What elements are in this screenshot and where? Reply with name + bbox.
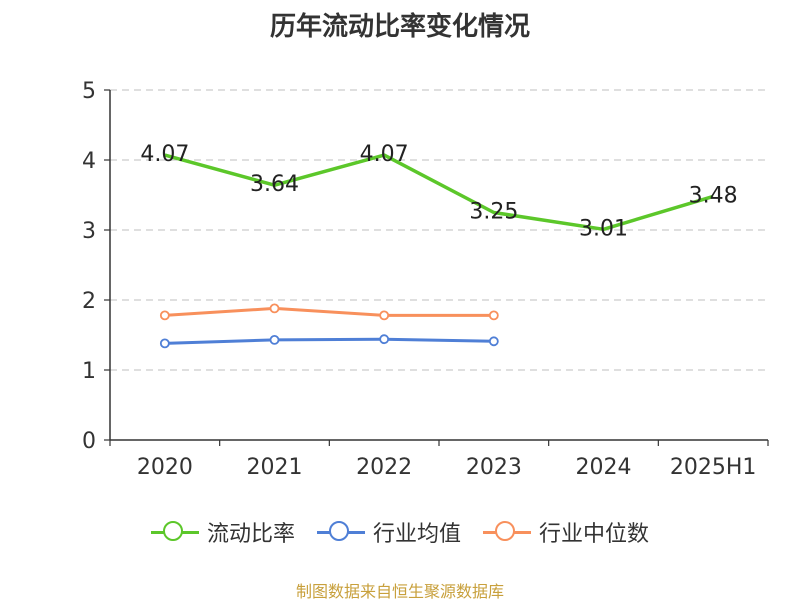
legend-label-industry-median: 行业中位数 (539, 522, 650, 547)
y-tick-label: 3 (82, 219, 96, 244)
data-label: 3.25 (469, 200, 518, 225)
data-label: 4.07 (360, 142, 409, 167)
x-tick-label: 2025H1 (670, 455, 757, 480)
data-point (379, 310, 390, 321)
legend-marker-industry-median (483, 520, 531, 544)
data-point (488, 310, 499, 321)
series-line-2 (164, 306, 494, 317)
y-tick-label: 4 (82, 149, 96, 174)
series-line-0 (164, 153, 714, 232)
data-label: 4.07 (140, 142, 189, 167)
x-tick-label: 2022 (356, 455, 412, 480)
legend-marker-industry-mean (316, 520, 365, 544)
x-tick-label: 2020 (137, 455, 193, 480)
data-source-note: 制图数据来自恒生聚源数据库 (295, 582, 504, 601)
line-chart: 0 1 2 3 4 5 2020 2021 2022 2023 2024 2025H1 4.07 3.64… (82, 79, 769, 480)
data-label: 3.01 (579, 216, 628, 241)
x-tick-label: 2023 (466, 455, 522, 480)
legend-marker-current-ratio (150, 520, 199, 544)
data-point (488, 336, 499, 347)
data-label: 3.64 (250, 172, 299, 197)
data-point (159, 310, 170, 321)
legend: 流动比率 行业均值 行业中位数 (0, 516, 800, 548)
series-line-1 (164, 337, 494, 345)
chart-title: 历年流动比率变化情况 (269, 12, 530, 42)
data-point (269, 334, 280, 345)
x-tick-label: 2024 (576, 455, 632, 480)
legend-label-current-ratio: 流动比率 (206, 522, 295, 547)
y-tick-label: 0 (82, 429, 96, 454)
x-tick-label: 2021 (247, 455, 303, 480)
data-label: 3.48 (689, 183, 738, 208)
y-tick-label: 2 (82, 289, 96, 314)
data-point (159, 338, 170, 349)
data-point (269, 303, 280, 314)
legend-item-industry-median[interactable]: 行业中位数 (483, 516, 649, 548)
y-tick-label: 1 (82, 359, 96, 384)
legend-item-industry-mean[interactable]: 行业均值 (316, 516, 461, 548)
legend-item-current-ratio[interactable]: 流动比率 (150, 516, 295, 548)
legend-label-industry-mean: 行业均值 (372, 522, 461, 547)
data-point (379, 334, 390, 345)
y-tick-label: 5 (82, 79, 96, 104)
